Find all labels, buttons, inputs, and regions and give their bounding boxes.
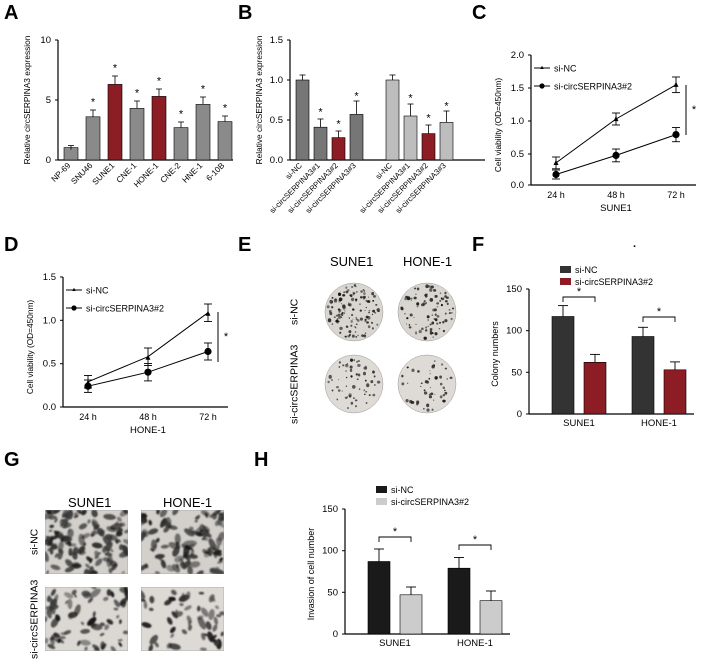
svg-text:10: 10: [40, 35, 51, 46]
svg-text:48 h: 48 h: [139, 412, 157, 422]
svg-text:150: 150: [506, 284, 522, 295]
svg-text:Relative circSERPINA3 expressi: Relative circSERPINA3 expression: [254, 35, 264, 164]
svg-text:*: *: [444, 101, 449, 113]
svg-text:HONE-1: HONE-1: [641, 418, 677, 429]
svg-text:*: *: [408, 93, 413, 105]
svg-text:si-circSERPINA3#2: si-circSERPINA3#2: [554, 82, 632, 92]
svg-text:5: 5: [46, 95, 51, 106]
svg-text:Cell viability (OD=450nm): Cell viability (OD=450nm): [25, 300, 35, 395]
svg-text:*: *: [426, 113, 431, 125]
svg-text:1.5: 1.5: [270, 35, 283, 46]
svg-text:0.5: 0.5: [43, 359, 56, 370]
svg-text:*: *: [692, 104, 697, 116]
svg-text:*: *: [201, 84, 206, 96]
svg-text:*: *: [135, 88, 140, 100]
svg-text:*: *: [224, 331, 229, 343]
svg-text:HONE-1: HONE-1: [132, 161, 161, 190]
svg-text:0.0: 0.0: [43, 402, 56, 413]
svg-text:100: 100: [322, 546, 338, 557]
svg-text:Invasion of cell number: Invasion of cell number: [306, 528, 316, 621]
svg-text:SUNE1: SUNE1: [91, 161, 117, 187]
svg-text:*: *: [354, 91, 359, 103]
svg-text:1.5: 1.5: [43, 272, 56, 283]
svg-text:si-NC: si-NC: [554, 64, 577, 74]
svg-text:si-circSERPINA3#2: si-circSERPINA3#2: [391, 497, 469, 507]
svg-text:HONE-1: HONE-1: [130, 425, 166, 436]
svg-text:*: *: [336, 119, 341, 131]
svg-text:SUNE1: SUNE1: [563, 418, 595, 429]
svg-text:0: 0: [46, 155, 51, 166]
svg-text:0: 0: [517, 409, 522, 420]
svg-text:si-NC: si-NC: [391, 485, 414, 495]
svg-text:*: *: [223, 103, 228, 115]
svg-text:SUNE1: SUNE1: [600, 203, 632, 214]
svg-text:si-circSERPINA3#2: si-circSERPINA3#2: [86, 304, 164, 314]
svg-text:2.0: 2.0: [511, 50, 524, 61]
svg-text:0.5: 0.5: [511, 149, 524, 160]
svg-text:*: *: [393, 526, 398, 538]
svg-text:SNU46: SNU46: [69, 161, 94, 186]
svg-text:72 h: 72 h: [199, 412, 217, 422]
svg-text:*: *: [157, 76, 162, 88]
svg-text:1.0: 1.0: [270, 75, 283, 86]
svg-text:*: *: [113, 63, 118, 75]
svg-text:si-circSERPINA3#2: si-circSERPINA3#2: [575, 277, 653, 287]
svg-text:1.0: 1.0: [511, 116, 524, 127]
svg-text:150: 150: [322, 504, 338, 515]
svg-text:si-NC: si-NC: [575, 265, 598, 275]
svg-text:1.0: 1.0: [43, 315, 56, 326]
svg-text:48 h: 48 h: [607, 190, 625, 200]
svg-text:24 h: 24 h: [547, 190, 565, 200]
svg-text:*: *: [179, 109, 184, 121]
svg-text:*: *: [657, 306, 662, 318]
svg-text:Colony numbers: Colony numbers: [490, 321, 500, 387]
svg-text:si-NC: si-NC: [86, 286, 109, 296]
svg-text:100: 100: [506, 326, 522, 337]
svg-text:*: *: [577, 286, 582, 298]
svg-text:HNE-1: HNE-1: [181, 161, 205, 185]
svg-text:50: 50: [327, 587, 338, 598]
svg-text:72 h: 72 h: [667, 190, 685, 200]
svg-text:50: 50: [511, 367, 522, 378]
svg-text:Cell viability (OD=450nm): Cell viability (OD=450nm): [493, 78, 503, 173]
svg-text:*: *: [91, 97, 96, 109]
svg-text:24 h: 24 h: [79, 412, 97, 422]
svg-text:*: *: [473, 534, 478, 546]
svg-text:0.5: 0.5: [270, 115, 283, 126]
svg-text:0.0: 0.0: [511, 180, 524, 191]
svg-text:0: 0: [333, 629, 338, 640]
svg-text:1.5: 1.5: [511, 83, 524, 94]
svg-text:Relative circSERPINA3 expressi: Relative circSERPINA3 expression: [22, 35, 32, 164]
svg-text:6-10B: 6-10B: [205, 161, 227, 183]
svg-text:HONE-1: HONE-1: [457, 638, 493, 649]
svg-text:CNE-2: CNE-2: [159, 161, 183, 185]
svg-text:*: *: [318, 107, 323, 119]
svg-text:0.0: 0.0: [270, 155, 283, 166]
svg-text:SUNE1: SUNE1: [379, 638, 411, 649]
